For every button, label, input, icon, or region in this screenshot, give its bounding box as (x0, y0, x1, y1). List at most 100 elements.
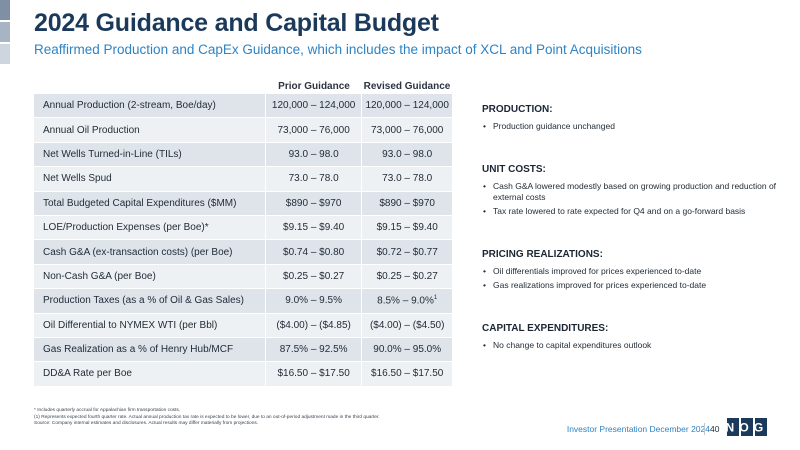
logo-box-n (727, 418, 739, 436)
page-number: 40 (710, 424, 720, 434)
prior-guidance-cell: ($4.00) – ($4.85) (264, 313, 362, 338)
company-logo: NOG (727, 418, 767, 436)
metric-cell: Oil Differential to NYMEX WTI (per Bbl) (34, 313, 266, 338)
bullet-item: No change to capital expenditures outloo… (482, 340, 782, 351)
bullet-list: No change to capital expenditures outloo… (482, 340, 782, 351)
revised-guidance-cell: 8.5% – 9.0%1 (361, 288, 452, 314)
revised-guidance-value: 73,000 – 76,000 (371, 124, 444, 136)
metric-cell: DD&A Rate per Boe (34, 361, 266, 387)
revised-guidance-value: $16.50 – $17.50 (371, 368, 444, 380)
metric-cell: Non-Cash G&A (per Boe) (34, 264, 266, 290)
prior-guidance-cell: $16.50 – $17.50 (264, 361, 362, 387)
footnote: Source: Company internal estimates and d… (34, 421, 259, 427)
metric-cell: Cash G&A (ex-transaction costs) (per Boe… (34, 239, 266, 265)
revised-guidance-value: 120,000 – 124,000 (365, 100, 449, 112)
revised-guidance-value: $0.25 – $0.27 (376, 270, 438, 282)
footnote-marker: 1 (433, 295, 438, 302)
footnote: (1) Represents expected fourth quarter r… (34, 414, 380, 420)
revised-guidance-cell: $0.25 – $0.27 (361, 264, 452, 290)
prior-guidance-cell: 120,000 – 124,000 (264, 94, 362, 119)
footer-divider (704, 423, 705, 435)
section-heading: UNIT COSTS: (482, 164, 546, 175)
revised-guidance-value: 93.0 – 98.0 (382, 148, 433, 160)
logo-text: NOG (727, 421, 767, 435)
revised-guidance-cell: ($4.00) – ($4.50) (361, 313, 452, 338)
section-heading: PRICING REALIZATIONS: (482, 249, 603, 260)
footnote: * Includes quarterly accrual for Appalac… (34, 408, 181, 413)
revised-guidance-value: 90.0% – 95.0% (373, 344, 442, 356)
prior-guidance-cell: $9.15 – $9.40 (264, 215, 362, 241)
bullet-item: Cash G&A lowered modestly based on growi… (482, 181, 782, 203)
table-row: Net Wells Spud 73.0 – 78.0 73.0 – 78.0 (34, 166, 452, 192)
prior-guidance-cell: $0.25 – $0.27 (264, 264, 362, 290)
table-row: Oil Differential to NYMEX WTI (per Bbl)(… (34, 313, 452, 338)
bullet-item: Tax rate lowered to rate expected for Q4… (482, 206, 782, 217)
metric-cell: Production Taxes (as a % of Oil & Gas Sa… (34, 288, 266, 314)
sidebar-section-unit-costs: UNIT COSTS: Cash G&A lowered modestly ba… (482, 164, 782, 220)
prior-guidance-cell: 73.0 – 78.0 (264, 166, 362, 192)
logo-box-o (741, 418, 753, 436)
metric-cell: Net Wells Turned-in-Line (TILs) (34, 142, 266, 168)
table-row: DD&A Rate per Boe $16.50 – $17.50 $16.50 –… (34, 361, 452, 387)
revised-guidance-cell: $16.50 – $17.50 (361, 361, 452, 387)
metric-cell: Total Budgeted Capital Expenditures ($MM… (34, 191, 266, 216)
bullet-item: Gas realizations improved for prices exp… (482, 280, 782, 291)
corner-bar (0, 0, 10, 20)
table-row: Cash G&A (ex-transaction costs) (per Boe… (34, 239, 452, 265)
revised-guidance-cell: $890 – $970 (361, 191, 452, 216)
metric-cell: Gas Realization as a % of Henry Hub/MCF (34, 337, 266, 363)
prior-guidance-cell: 93.0 – 98.0 (264, 142, 362, 168)
table-row: Annual Production (2-stream, Boe/day) 120… (34, 94, 452, 119)
corner-bar (0, 44, 10, 64)
prior-guidance-cell: 87.5% – 92.5% (264, 337, 362, 363)
corner-bar (0, 22, 10, 42)
revised-guidance-value: ($4.00) – ($4.50) (369, 319, 445, 331)
guidance-table-body: Annual Production (2-stream, Boe/day) 120… (34, 94, 452, 387)
table-row: Production Taxes (as a % of Oil & Gas Sa… (34, 288, 452, 314)
revised-guidance-cell: 90.0% – 95.0% (361, 337, 452, 363)
revised-guidance-cell: 73,000 – 76,000 (361, 117, 452, 143)
revised-guidance-cell: $9.15 – $9.40 (361, 215, 452, 241)
prior-guidance-cell: 73,000 – 76,000 (264, 117, 362, 143)
revised-guidance-value: 73.0 – 78.0 (382, 173, 433, 185)
sidebar-section-production: PRODUCTION: Production guidance unchange… (482, 104, 782, 135)
table-row: Non-Cash G&A (per Boe) $0.25 – $0.27 $0.25… (34, 264, 452, 290)
bullet-list: Oil differentials improved for prices ex… (482, 266, 782, 291)
section-heading: PRODUCTION: (482, 104, 553, 115)
bullet-list: Production guidance unchanged (482, 121, 782, 132)
revised-guidance-cell: 73.0 – 78.0 (361, 166, 452, 192)
column-header-prior: Prior Guidance (278, 81, 350, 92)
section-heading: CAPITAL EXPENDITURES: (482, 323, 609, 334)
bullet-item: Oil differentials improved for prices ex… (482, 266, 782, 277)
prior-guidance-cell: $890 – $970 (264, 191, 362, 216)
guidance-table: Annual Production (2-stream, Boe/day) 120… (34, 94, 452, 387)
corner-decoration (0, 0, 10, 66)
revised-guidance-cell: $0.72 – $0.77 (361, 239, 452, 265)
metric-cell: LOE/Production Expenses (per Boe)* (34, 215, 266, 241)
table-row: Total Budgeted Capital Expenditures ($MM… (34, 191, 452, 216)
prior-guidance-cell: 9.0% – 9.5% (264, 288, 362, 314)
table-row: LOE/Production Expenses (per Boe)* $9.15 … (34, 215, 452, 241)
sidebar-section-capex: CAPITAL EXPENDITURES: No change to capit… (482, 323, 782, 354)
revised-guidance-value: $0.72 – $0.77 (376, 246, 438, 258)
footnotes: * Includes quarterly accrual for Appalac… (34, 408, 474, 428)
metric-cell: Annual Production (2-stream, Boe/day) (34, 94, 266, 119)
table-row: Gas Realization as a % of Henry Hub/MCF 8… (34, 337, 452, 363)
revised-guidance-value: $890 – $970 (379, 197, 435, 209)
column-header-revised: Revised Guidance (363, 81, 451, 92)
metric-cell: Net Wells Spud (34, 166, 266, 192)
logo-box-g (755, 418, 767, 436)
metric-cell: Annual Oil Production (34, 117, 266, 143)
revised-guidance-value: 8.5% – 9.0% (377, 295, 434, 307)
footer-label: Investor Presentation December 2024 (566, 424, 710, 434)
revised-guidance-cell: 93.0 – 98.0 (361, 142, 452, 168)
bullet-list: Cash G&A lowered modestly based on growi… (482, 181, 782, 217)
revised-guidance-cell: 120,000 – 124,000 (361, 94, 452, 119)
prior-guidance-cell: $0.74 – $0.80 (264, 239, 362, 265)
table-row: Net Wells Turned-in-Line (TILs) 93.0 – 98… (34, 142, 452, 168)
table-row: Annual Oil Production 73,000 – 76,000 73,0… (34, 117, 452, 143)
slide-subtitle: Reaffirmed Production and CapEx Guidance… (34, 42, 642, 57)
sidebar-section-pricing: PRICING REALIZATIONS: Oil differentials … (482, 249, 782, 294)
slide-title: 2024 Guidance and Capital Budget (34, 9, 439, 37)
revised-guidance-value: $9.15 – $9.40 (376, 222, 438, 234)
